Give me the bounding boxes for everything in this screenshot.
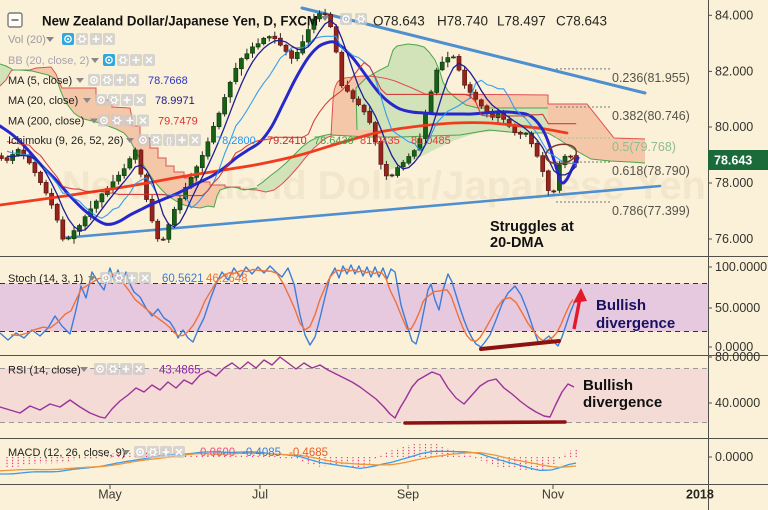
svg-text:Struggles at: Struggles at — [490, 219, 574, 235]
svg-text:C78.643: C78.643 — [556, 14, 607, 29]
svg-text:MA (200, close): MA (200, close) — [8, 116, 84, 128]
svg-text:80.0000: 80.0000 — [715, 350, 760, 364]
svg-text:79.2410: 79.2410 — [267, 135, 307, 147]
svg-text:0.0600: 0.0600 — [200, 447, 235, 459]
svg-text:78.7668: 78.7668 — [148, 75, 188, 87]
svg-text:0.5(79.768): 0.5(79.768) — [612, 140, 676, 154]
svg-text:May: May — [98, 488, 122, 502]
svg-text:L78.497: L78.497 — [497, 14, 546, 29]
svg-text:100.0000: 100.0000 — [715, 260, 767, 274]
svg-text:40.0000: 40.0000 — [715, 396, 760, 410]
svg-text:BB (20, close, 2): BB (20, close, 2) — [8, 55, 89, 67]
svg-text:-0.4085: -0.4085 — [242, 447, 281, 459]
svg-text:0.618(78.790): 0.618(78.790) — [612, 164, 690, 178]
svg-text:MACD (12, 26, close, 9): MACD (12, 26, close, 9) — [8, 447, 125, 459]
svg-text:78.6430: 78.6430 — [314, 135, 354, 147]
svg-text:79.7479: 79.7479 — [158, 116, 198, 128]
svg-text:divergence: divergence — [596, 315, 675, 332]
svg-text:20-DMA: 20-DMA — [490, 235, 545, 251]
svg-text:Jul: Jul — [252, 488, 268, 502]
svg-text:78.000: 78.000 — [715, 176, 753, 190]
svg-text:Nov: Nov — [542, 488, 565, 502]
svg-text:78.9971: 78.9971 — [155, 95, 195, 107]
svg-text:50.0000: 50.0000 — [715, 301, 760, 315]
svg-text:Stoch (14, 3, 1): Stoch (14, 3, 1) — [8, 273, 83, 285]
svg-text:Bullish: Bullish — [583, 377, 633, 394]
svg-text:60.5621: 60.5621 — [162, 273, 204, 285]
svg-text:Ichimoku (9, 26, 52, 26): Ichimoku (9, 26, 52, 26) — [8, 135, 124, 147]
svg-text:76.000: 76.000 — [715, 232, 753, 246]
svg-text:divergence: divergence — [583, 394, 662, 411]
svg-text:84.000: 84.000 — [715, 9, 753, 23]
svg-text:New Zealand Dollar/Japanese Ye: New Zealand Dollar/Japanese Yen, D, FXCM — [42, 13, 318, 29]
svg-text:-0.4685: -0.4685 — [289, 447, 328, 459]
svg-text:78.643: 78.643 — [714, 154, 752, 168]
svg-text:H78.740: H78.740 — [437, 14, 488, 29]
svg-text:0.786(77.399): 0.786(77.399) — [612, 204, 690, 218]
svg-text:0.0000: 0.0000 — [715, 340, 753, 354]
svg-text:2018: 2018 — [686, 488, 714, 502]
svg-text:81.0485: 81.0485 — [411, 135, 451, 147]
svg-text:0.0000: 0.0000 — [715, 450, 753, 464]
svg-text:MA (20, close): MA (20, close) — [8, 95, 78, 107]
svg-text:{}: {} — [166, 136, 172, 146]
svg-text:Vol (20): Vol (20) — [8, 34, 46, 46]
svg-text:Sep: Sep — [397, 488, 419, 502]
svg-text:46.2648: 46.2648 — [206, 273, 248, 285]
svg-text:0.236(81.955): 0.236(81.955) — [612, 71, 690, 85]
svg-text:MA (5, close): MA (5, close) — [8, 75, 72, 87]
svg-text:81.0435: 81.0435 — [360, 135, 400, 147]
svg-text:82.000: 82.000 — [715, 65, 753, 79]
svg-text:Bullish: Bullish — [596, 297, 646, 314]
svg-text:78.2800: 78.2800 — [216, 135, 256, 147]
svg-text:O78.643: O78.643 — [373, 14, 425, 29]
svg-text:80.000: 80.000 — [715, 120, 753, 134]
svg-text:RSI (14, close): RSI (14, close) — [8, 365, 81, 377]
svg-text:0.382(80.746): 0.382(80.746) — [612, 109, 690, 123]
svg-text:43.4865: 43.4865 — [159, 365, 201, 377]
